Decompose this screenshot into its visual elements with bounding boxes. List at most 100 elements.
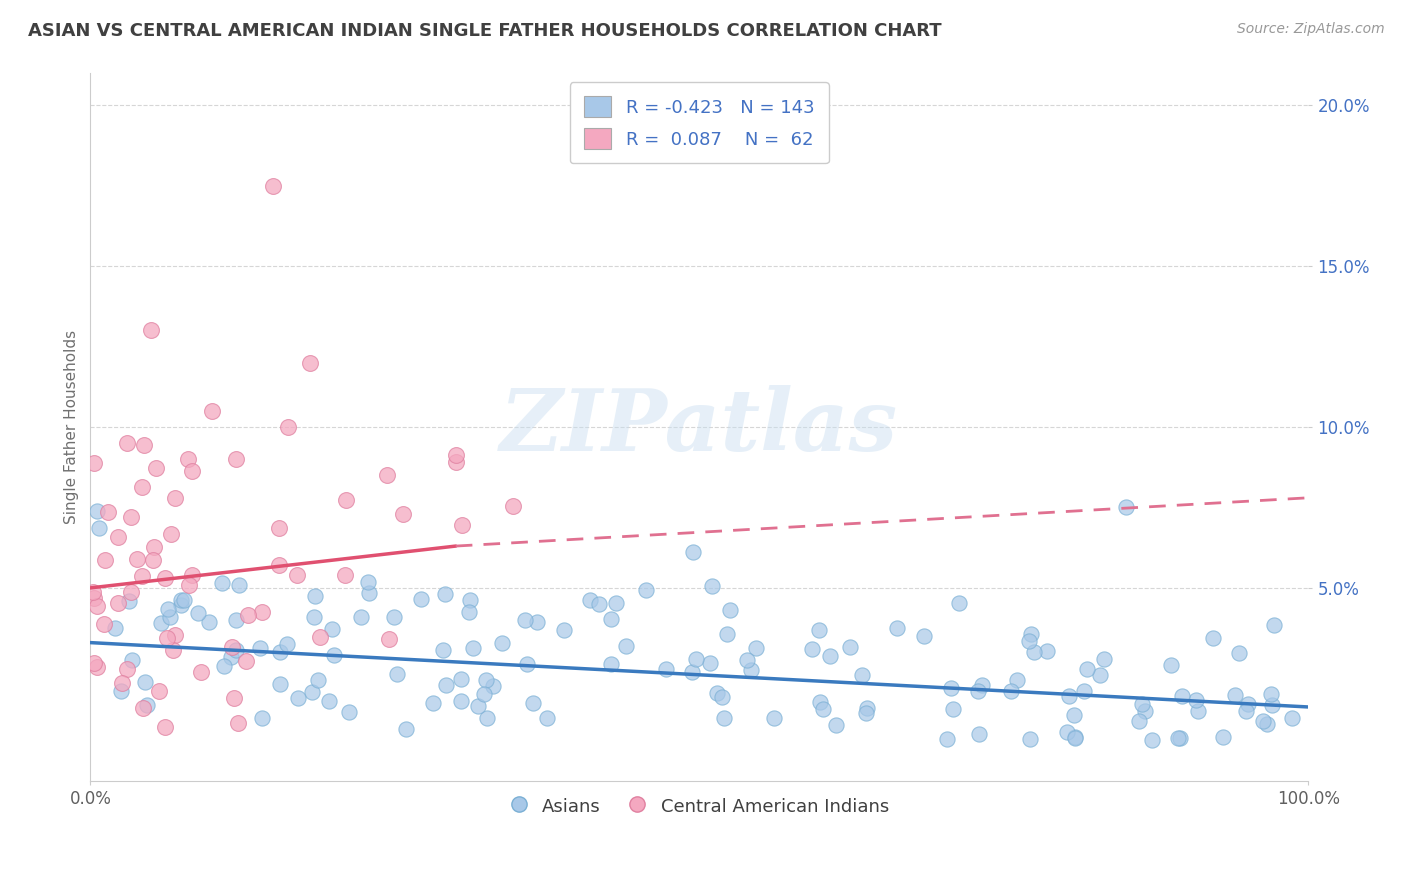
- Point: [181, 568, 204, 582]
- Point: [1260, 687, 1282, 701]
- Point: [702, 580, 724, 594]
- Point: [605, 596, 627, 610]
- Point: [634, 582, 657, 597]
- Point: [135, 698, 157, 712]
- Point: [385, 667, 408, 681]
- Point: [250, 711, 273, 725]
- Point: [970, 678, 993, 692]
- Point: [156, 632, 179, 646]
- Point: [685, 652, 707, 666]
- Point: [450, 694, 472, 708]
- Point: [225, 613, 247, 627]
- Point: [1168, 731, 1191, 746]
- Point: [472, 687, 495, 701]
- Point: [159, 610, 181, 624]
- Point: [318, 694, 340, 708]
- Point: [851, 668, 873, 682]
- Point: [86, 660, 108, 674]
- Point: [838, 640, 860, 654]
- Point: [1057, 690, 1080, 704]
- Point: [1019, 627, 1042, 641]
- Point: [269, 645, 291, 659]
- Point: [1073, 683, 1095, 698]
- Point: [482, 679, 505, 693]
- Point: [180, 464, 202, 478]
- Point: [855, 706, 877, 720]
- Point: [304, 589, 326, 603]
- Point: [170, 598, 193, 612]
- Point: [1223, 688, 1246, 702]
- Point: [269, 677, 291, 691]
- Point: [711, 690, 734, 705]
- Point: [302, 610, 325, 624]
- Point: [463, 641, 485, 656]
- Point: [121, 653, 143, 667]
- Point: [522, 696, 544, 710]
- Point: [716, 627, 738, 641]
- Point: [117, 594, 139, 608]
- Point: [1237, 697, 1260, 711]
- Point: [394, 722, 416, 736]
- Point: [516, 657, 538, 671]
- Point: [1005, 673, 1028, 688]
- Point: [824, 717, 846, 731]
- Point: [1135, 704, 1157, 718]
- Point: [941, 681, 963, 696]
- Point: [269, 558, 291, 573]
- Point: [713, 711, 735, 725]
- Point: [1227, 646, 1250, 660]
- Point: [86, 599, 108, 614]
- Point: [110, 683, 132, 698]
- Point: [250, 605, 273, 619]
- Point: [1063, 707, 1085, 722]
- Point: [811, 702, 834, 716]
- Point: [225, 642, 247, 657]
- Point: [83, 656, 105, 670]
- Point: [654, 661, 676, 675]
- Point: [83, 591, 105, 605]
- Point: [1064, 731, 1087, 745]
- Point: [201, 404, 224, 418]
- Point: [134, 438, 156, 452]
- Point: [86, 504, 108, 518]
- Point: [214, 658, 236, 673]
- Point: [1128, 714, 1150, 728]
- Point: [249, 640, 271, 655]
- Point: [267, 521, 290, 535]
- Point: [1171, 690, 1194, 704]
- Point: [134, 674, 156, 689]
- Point: [173, 592, 195, 607]
- Point: [475, 673, 498, 687]
- Point: [120, 585, 142, 599]
- Point: [262, 178, 284, 193]
- Point: [1160, 658, 1182, 673]
- Point: [142, 552, 165, 566]
- Point: [579, 592, 602, 607]
- Point: [935, 732, 957, 747]
- Point: [117, 662, 139, 676]
- Point: [285, 568, 308, 582]
- Point: [553, 624, 575, 638]
- Point: [434, 678, 457, 692]
- Point: [942, 701, 965, 715]
- Point: [1024, 644, 1046, 658]
- Point: [382, 609, 405, 624]
- Point: [335, 568, 357, 582]
- Point: [335, 493, 357, 508]
- Point: [235, 654, 257, 668]
- Point: [107, 530, 129, 544]
- Point: [287, 690, 309, 705]
- Point: [82, 585, 104, 599]
- Point: [458, 605, 481, 619]
- Point: [434, 587, 457, 601]
- Point: [1088, 668, 1111, 682]
- Point: [536, 711, 558, 725]
- Point: [221, 649, 243, 664]
- Point: [526, 615, 548, 629]
- Point: [1056, 724, 1078, 739]
- Point: [1263, 618, 1285, 632]
- Point: [432, 643, 454, 657]
- Point: [153, 571, 176, 585]
- Point: [808, 695, 831, 709]
- Point: [409, 591, 432, 606]
